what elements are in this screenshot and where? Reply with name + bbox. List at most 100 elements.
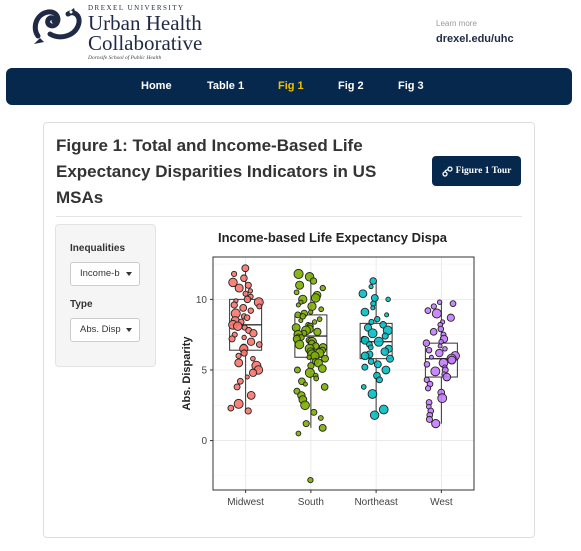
data-point-south xyxy=(295,430,302,437)
y-axis-label: Abs. Disparity xyxy=(181,336,193,411)
data-point-south xyxy=(302,381,308,387)
data-point-west xyxy=(438,339,444,345)
data-point-west xyxy=(431,419,441,429)
data-point-northeast xyxy=(385,296,391,303)
logo-line-2: Collaborative xyxy=(88,31,203,55)
data-point-midwest xyxy=(250,355,256,362)
data-point-northeast xyxy=(367,358,375,365)
data-point-northeast xyxy=(367,344,374,351)
data-point-south xyxy=(298,318,304,323)
data-point-northeast xyxy=(385,354,395,363)
figure-tour-button[interactable]: Figure 1 Tour xyxy=(432,156,521,186)
data-point-midwest xyxy=(227,404,235,412)
data-point-midwest xyxy=(230,301,238,309)
data-point-northeast xyxy=(368,318,375,326)
data-point-south xyxy=(302,420,310,428)
uhc-site-link[interactable]: drexel.edu/uhc xyxy=(436,33,514,45)
data-point-midwest xyxy=(233,383,241,391)
data-point-south xyxy=(311,319,318,325)
data-point-midwest xyxy=(241,334,247,341)
plot-frame xyxy=(212,256,475,491)
data-point-northeast xyxy=(375,376,383,384)
type-select[interactable]: Abs. Disp xyxy=(70,318,140,342)
box-northeast xyxy=(359,322,393,360)
data-point-south xyxy=(318,423,327,432)
data-point-midwest xyxy=(243,295,252,304)
inequalities-label: Inequalities xyxy=(70,243,126,254)
data-point-midwest xyxy=(234,283,244,293)
site-header: DREXEL UNIVERSITY Urban Health Collabora… xyxy=(0,0,581,66)
disparity-boxplot: Income-based Life Expectancy Dispa 0 5 10 Mi… xyxy=(181,230,475,508)
x-tick-label: West xyxy=(430,497,453,508)
data-point-northeast xyxy=(373,360,382,369)
data-point-midwest xyxy=(236,377,244,385)
data-point-midwest xyxy=(256,303,263,310)
nav-fig-3[interactable]: Fig 3 xyxy=(398,80,424,92)
data-point-west xyxy=(442,346,448,352)
data-point-west xyxy=(437,393,448,404)
data-point-south xyxy=(318,306,325,313)
data-point-west xyxy=(437,343,443,349)
data-point-west xyxy=(423,361,431,368)
data-point-west xyxy=(425,415,433,423)
y-tick-label: 5 xyxy=(201,365,207,376)
inequalities-select[interactable]: Income-b xyxy=(70,262,140,286)
data-point-west xyxy=(447,355,457,365)
data-point-south xyxy=(293,289,300,296)
data-point-midwest xyxy=(249,329,258,338)
data-point-northeast xyxy=(379,321,387,329)
data-point-midwest xyxy=(235,352,242,359)
data-point-northeast xyxy=(360,384,367,390)
data-point-south xyxy=(318,364,327,373)
data-point-northeast xyxy=(381,365,391,375)
data-point-northeast xyxy=(384,312,390,318)
data-point-midwest xyxy=(247,307,254,314)
data-point-south xyxy=(294,339,305,350)
nav-fig-2[interactable]: Fig 2 xyxy=(338,80,364,92)
nav-table-1[interactable]: Table 1 xyxy=(207,80,245,92)
logo-university: DREXEL UNIVERSITY xyxy=(88,4,185,12)
data-point-west xyxy=(449,300,457,307)
logo-line-1: Urban Health xyxy=(88,11,202,35)
y-tick-label: 0 xyxy=(201,436,207,447)
nav-home[interactable]: Home xyxy=(141,80,172,92)
data-point-midwest xyxy=(242,290,249,297)
data-point-northeast xyxy=(380,347,390,356)
data-point-midwest xyxy=(231,270,238,278)
data-point-south xyxy=(293,268,304,279)
data-point-west xyxy=(446,313,455,322)
data-point-midwest xyxy=(239,303,248,312)
data-point-midwest xyxy=(255,341,263,348)
x-tick-label: South xyxy=(298,497,324,508)
data-point-west xyxy=(431,308,442,319)
data-point-midwest xyxy=(243,314,251,322)
data-point-midwest xyxy=(244,281,252,289)
data-point-northeast xyxy=(369,410,380,420)
nav-fig-1[interactable]: Fig 1 xyxy=(278,80,304,92)
data-point-south xyxy=(294,366,301,374)
data-point-south xyxy=(319,284,326,292)
data-point-west xyxy=(436,299,443,305)
x-tick-label: Northeast xyxy=(354,497,398,508)
figure-tour-label: Figure 1 Tour xyxy=(455,166,512,176)
data-point-midwest xyxy=(240,274,248,282)
data-point-midwest xyxy=(246,391,256,400)
data-point-midwest xyxy=(247,288,253,294)
x-tick-label: Midwest xyxy=(227,497,264,508)
inequalities-value: Income-b xyxy=(80,268,120,279)
data-point-northeast xyxy=(360,351,370,361)
data-point-northeast xyxy=(373,336,384,347)
data-point-northeast xyxy=(370,294,379,302)
data-point-northeast xyxy=(374,315,381,323)
dragon-logo-icon xyxy=(32,8,82,44)
data-point-south xyxy=(317,415,324,421)
data-point-south xyxy=(310,408,318,416)
data-point-west xyxy=(422,339,431,347)
data-point-south xyxy=(313,375,320,382)
data-point-midwest xyxy=(228,277,238,288)
data-point-west xyxy=(425,346,433,354)
caret-down-icon xyxy=(126,328,132,332)
data-point-midwest xyxy=(244,374,250,380)
data-point-south xyxy=(316,316,323,322)
logo-text: DREXEL UNIVERSITY Urban Health Collabora… xyxy=(88,4,202,61)
